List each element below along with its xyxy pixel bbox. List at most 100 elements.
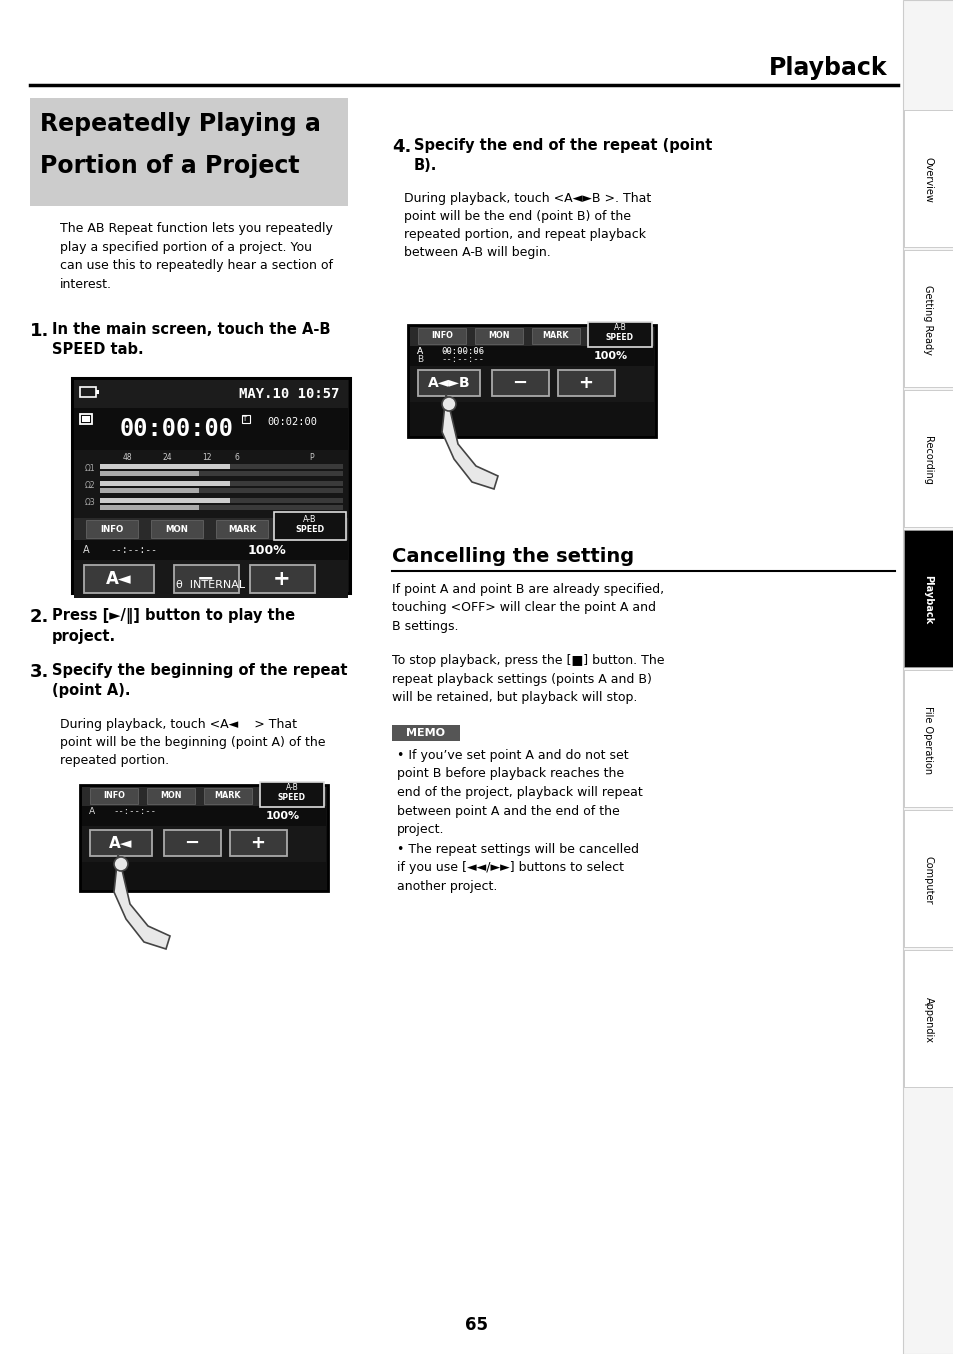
Text: 100%: 100% bbox=[266, 811, 300, 821]
Text: MARK: MARK bbox=[214, 792, 241, 800]
Text: 24: 24 bbox=[162, 454, 172, 462]
Bar bbox=[100, 505, 199, 510]
Text: --:--:--: --:--:-- bbox=[113, 807, 156, 815]
Text: 00:02:00: 00:02:00 bbox=[267, 417, 316, 427]
Bar bbox=[903, 110, 952, 246]
Bar bbox=[86, 520, 138, 538]
Text: Playback: Playback bbox=[768, 56, 887, 80]
Bar bbox=[74, 450, 348, 519]
Text: Playback: Playback bbox=[923, 575, 933, 624]
Text: During playback, touch <A◄►B >. That
point will be the end (point B) of the
repe: During playback, touch <A◄►B >. That poi… bbox=[403, 192, 651, 259]
Text: 4.: 4. bbox=[392, 138, 411, 156]
Bar bbox=[230, 830, 287, 856]
Text: Cancelling the setting: Cancelling the setting bbox=[392, 547, 634, 566]
Text: P: P bbox=[310, 454, 314, 462]
Bar bbox=[408, 325, 656, 437]
Text: MARK: MARK bbox=[228, 524, 256, 533]
Bar bbox=[215, 520, 268, 538]
Bar bbox=[100, 481, 230, 486]
Text: Overview: Overview bbox=[923, 157, 933, 203]
Text: MAY.10 10:57: MAY.10 10:57 bbox=[239, 387, 339, 401]
Text: 48: 48 bbox=[122, 454, 132, 462]
Bar bbox=[82, 787, 326, 806]
Bar bbox=[492, 370, 548, 395]
Text: A-B: A-B bbox=[285, 784, 298, 792]
Bar bbox=[90, 830, 152, 856]
Bar bbox=[417, 328, 465, 344]
Bar bbox=[274, 512, 346, 540]
Bar bbox=[80, 414, 91, 424]
Bar bbox=[417, 370, 479, 395]
Bar bbox=[90, 788, 138, 804]
Text: • The repeat settings will be cancelled
if you use [◄◄/►►] buttons to select
ano: • The repeat settings will be cancelled … bbox=[396, 844, 639, 894]
Bar bbox=[74, 519, 348, 540]
Bar bbox=[74, 380, 348, 408]
Bar bbox=[250, 565, 314, 593]
Text: 12: 12 bbox=[202, 454, 212, 462]
Text: 65: 65 bbox=[465, 1316, 488, 1334]
Text: +: + bbox=[578, 374, 593, 393]
Bar bbox=[173, 565, 239, 593]
Text: MEMO: MEMO bbox=[406, 728, 445, 738]
Bar bbox=[903, 810, 952, 946]
Bar bbox=[587, 322, 651, 347]
Text: 6: 6 bbox=[234, 454, 239, 462]
Text: Repeatedly Playing a: Repeatedly Playing a bbox=[40, 112, 320, 135]
Circle shape bbox=[441, 397, 456, 412]
Bar bbox=[903, 670, 952, 807]
Text: 100%: 100% bbox=[248, 543, 286, 556]
Text: 00:00:06: 00:00:06 bbox=[441, 347, 484, 356]
Text: SPEED: SPEED bbox=[277, 793, 306, 803]
Text: Ω3: Ω3 bbox=[85, 498, 95, 506]
Text: INFO: INFO bbox=[103, 792, 125, 800]
Bar bbox=[410, 347, 654, 366]
Bar bbox=[74, 540, 348, 561]
Text: --:--:--: --:--:-- bbox=[441, 347, 484, 356]
Text: MARK: MARK bbox=[542, 332, 569, 340]
Text: To stop playback, press the [■] button. The
repeat playback settings (points A a: To stop playback, press the [■] button. … bbox=[392, 654, 664, 704]
Text: If point A and point B are already specified,
touching <OFF> will clear the poin: If point A and point B are already speci… bbox=[392, 584, 663, 634]
Text: 1.: 1. bbox=[30, 322, 50, 340]
Text: SPEED: SPEED bbox=[295, 525, 324, 535]
Bar bbox=[151, 520, 203, 538]
Bar bbox=[532, 328, 579, 344]
Bar bbox=[80, 387, 96, 397]
Bar bbox=[84, 565, 153, 593]
Bar bbox=[71, 378, 350, 593]
Bar bbox=[164, 830, 221, 856]
Text: Portion of a Project: Portion of a Project bbox=[40, 154, 299, 177]
Text: INFO: INFO bbox=[431, 332, 453, 340]
Polygon shape bbox=[113, 854, 170, 949]
Text: A◄: A◄ bbox=[106, 570, 132, 588]
Bar bbox=[74, 408, 348, 450]
Text: --:--:--: --:--:-- bbox=[441, 356, 484, 364]
Bar bbox=[82, 826, 326, 862]
Polygon shape bbox=[441, 394, 497, 489]
Text: A◄►B: A◄►B bbox=[427, 376, 470, 390]
Text: +: + bbox=[273, 569, 291, 589]
Bar bbox=[100, 498, 343, 502]
Text: Specify the end of the repeat (point
B).: Specify the end of the repeat (point B). bbox=[414, 138, 712, 173]
Text: MON: MON bbox=[160, 792, 182, 800]
Bar bbox=[100, 487, 199, 493]
Text: Ω1: Ω1 bbox=[85, 464, 95, 473]
Bar bbox=[903, 250, 952, 387]
Text: Press [►/‖] button to play the
project.: Press [►/‖] button to play the project. bbox=[52, 608, 294, 643]
Bar bbox=[903, 529, 952, 668]
Text: Ω2: Ω2 bbox=[85, 481, 95, 490]
Text: Appendix: Appendix bbox=[923, 997, 933, 1043]
Bar bbox=[147, 788, 194, 804]
Text: MON: MON bbox=[166, 524, 189, 533]
Text: • If you’ve set point A and do not set
point B before playback reaches the
end o: • If you’ve set point A and do not set p… bbox=[396, 749, 642, 835]
Text: −: − bbox=[184, 834, 199, 852]
Text: A: A bbox=[83, 546, 90, 555]
Text: 3.: 3. bbox=[30, 663, 50, 681]
Text: During playback, touch <A◄    > That
point will be the beginning (point A) of th: During playback, touch <A◄ > That point … bbox=[60, 718, 325, 766]
Bar bbox=[100, 471, 199, 477]
Text: Computer: Computer bbox=[923, 856, 933, 904]
Bar bbox=[74, 561, 348, 598]
Bar bbox=[558, 370, 615, 395]
Bar bbox=[902, 0, 953, 1354]
Text: SPEED: SPEED bbox=[605, 333, 634, 343]
Text: Recording: Recording bbox=[923, 436, 933, 485]
